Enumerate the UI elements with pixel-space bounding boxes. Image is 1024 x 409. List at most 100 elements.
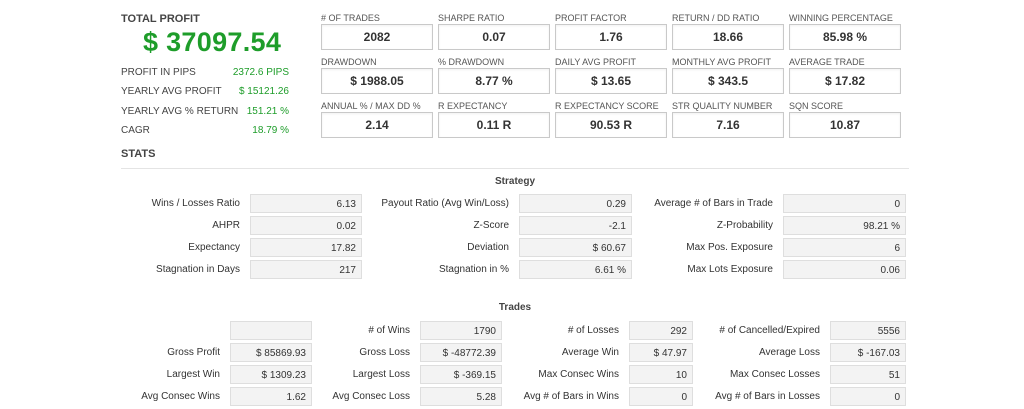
trade-value: $ -167.03 xyxy=(830,343,906,362)
total-profit-label: TOTAL PROFIT xyxy=(121,13,200,25)
trade-value xyxy=(230,321,312,340)
trade-label: # of Losses xyxy=(567,325,619,336)
kpi-label: RETURN / DD RATIO xyxy=(672,13,760,23)
kpi-value: $ 17.82 xyxy=(789,68,901,94)
trade-label: Avg # of Bars in Wins xyxy=(523,391,619,402)
kpi-value: 0.07 xyxy=(438,24,550,50)
stat-value: 0 xyxy=(783,194,906,213)
summary-label: YEARLY AVG % RETURN xyxy=(121,106,239,117)
kpi-value: 2.14 xyxy=(321,112,433,138)
kpi-label: % DRAWDOWN xyxy=(438,57,505,67)
trade-label: Gross Loss xyxy=(359,347,410,358)
summary-value: 151.21 % xyxy=(246,106,289,117)
stat-label: Average # of Bars in Trade xyxy=(654,198,773,209)
kpi-value: 8.77 % xyxy=(438,68,550,94)
kpi-label: R EXPECTANCY SCORE xyxy=(555,101,659,111)
kpi-label: # OF TRADES xyxy=(321,13,380,23)
kpi-label: MONTHLY AVG PROFIT xyxy=(672,57,772,67)
kpi-value: 90.53 R xyxy=(555,112,667,138)
strategy-title: Strategy xyxy=(494,176,535,187)
kpi-label: DRAWDOWN xyxy=(321,57,377,67)
kpi-value: 7.16 xyxy=(672,112,784,138)
trade-label: Avg Consec Loss xyxy=(332,391,410,402)
trade-label: Largest Win xyxy=(166,369,220,380)
kpi-value: $ 343.5 xyxy=(672,68,784,94)
trade-label: Avg # of Bars in Losses xyxy=(715,391,820,402)
kpi-label: PROFIT FACTOR xyxy=(555,13,627,23)
kpi-value: 1.76 xyxy=(555,24,667,50)
trade-value: 1.62 xyxy=(230,387,312,406)
trade-value: 5556 xyxy=(830,321,906,340)
trade-value: 5.28 xyxy=(420,387,502,406)
kpi-value: $ 13.65 xyxy=(555,68,667,94)
trade-value: 51 xyxy=(830,365,906,384)
stat-label: Max Lots Exposure xyxy=(687,264,773,275)
kpi-value: 18.66 xyxy=(672,24,784,50)
stat-label: AHPR xyxy=(212,220,240,231)
stat-value: 217 xyxy=(250,260,362,279)
kpi-value: $ 1988.05 xyxy=(321,68,433,94)
trade-value: 292 xyxy=(629,321,693,340)
stat-value: -2.1 xyxy=(519,216,632,235)
summary-value: $ 15121.26 xyxy=(238,86,289,97)
kpi-value: 10.87 xyxy=(789,112,901,138)
stat-label: Deviation xyxy=(467,242,509,253)
trade-label: Gross Profit xyxy=(167,347,220,358)
trade-value: 0 xyxy=(830,387,906,406)
trade-label: # of Wins xyxy=(368,325,410,336)
trade-label: Average Loss xyxy=(759,347,820,358)
stat-value: 6 xyxy=(783,238,906,257)
trade-value: 10 xyxy=(629,365,693,384)
trade-label: # of Cancelled/Expired xyxy=(719,325,820,336)
stat-label: Stagnation in Days xyxy=(156,264,240,275)
trade-label: Largest Loss xyxy=(352,369,410,380)
kpi-label: SQN SCORE xyxy=(789,101,844,111)
trade-value: $ -369.15 xyxy=(420,365,502,384)
stat-value: 0.06 xyxy=(783,260,906,279)
stat-label: Payout Ratio (Avg Win/Loss) xyxy=(381,198,509,209)
stat-value: 98.21 % xyxy=(783,216,906,235)
kpi-label: DAILY AVG PROFIT xyxy=(555,57,637,67)
trade-label: Average Win xyxy=(561,347,619,358)
kpi-value: 0.11 R xyxy=(438,112,550,138)
stat-value: 0.02 xyxy=(250,216,362,235)
stat-label: Z-Score xyxy=(473,220,509,231)
trade-label: Max Consec Losses xyxy=(729,369,820,380)
kpi-label: WINNING PERCENTAGE xyxy=(789,13,893,23)
divider xyxy=(121,168,909,169)
stat-label: Wins / Losses Ratio xyxy=(151,198,240,209)
trade-value: $ -48772.39 xyxy=(420,343,502,362)
summary-label: CAGR xyxy=(121,125,150,136)
trade-value: 1790 xyxy=(420,321,502,340)
stats-title: STATS xyxy=(121,148,156,160)
trade-value: $ 1309.23 xyxy=(230,365,312,384)
summary-label: PROFIT IN PIPS xyxy=(121,67,196,78)
stat-value: $ 60.67 xyxy=(519,238,632,257)
trades-title: Trades xyxy=(498,302,532,313)
trade-value: $ 85869.93 xyxy=(230,343,312,362)
kpi-label: ANNUAL % / MAX DD % xyxy=(321,101,421,111)
stat-value: 6.13 xyxy=(250,194,362,213)
trade-label: Avg Consec Wins xyxy=(141,391,220,402)
summary-row-yearly-return: YEARLY AVG % RETURN 151.21 % xyxy=(121,106,289,117)
stat-label: Stagnation in % xyxy=(438,264,509,275)
trade-value: $ 47.97 xyxy=(629,343,693,362)
summary-value: 18.79 % xyxy=(252,125,289,136)
stat-label: Max Pos. Exposure xyxy=(686,242,773,253)
kpi-label: SHARPE RATIO xyxy=(438,13,505,23)
summary-row-pips: PROFIT IN PIPS 2372.6 PIPS xyxy=(121,67,289,78)
kpi-label: R EXPECTANCY xyxy=(438,101,508,111)
kpi-value: 2082 xyxy=(321,24,433,50)
trade-value: 0 xyxy=(629,387,693,406)
stat-label: Expectancy xyxy=(188,242,240,253)
stat-value: 6.61 % xyxy=(519,260,632,279)
stat-value: 17.82 xyxy=(250,238,362,257)
summary-row-cagr: CAGR 18.79 % xyxy=(121,125,289,136)
kpi-label: STR QUALITY NUMBER xyxy=(672,101,773,111)
stat-label: Z-Probability xyxy=(716,220,773,231)
summary-row-yearly-profit: YEARLY AVG PROFIT $ 15121.26 xyxy=(121,86,289,97)
summary-value: 2372.6 PIPS xyxy=(232,67,289,78)
kpi-label: AVERAGE TRADE xyxy=(789,57,865,67)
trade-label: Max Consec Wins xyxy=(538,369,619,380)
stat-value: 0.29 xyxy=(519,194,632,213)
